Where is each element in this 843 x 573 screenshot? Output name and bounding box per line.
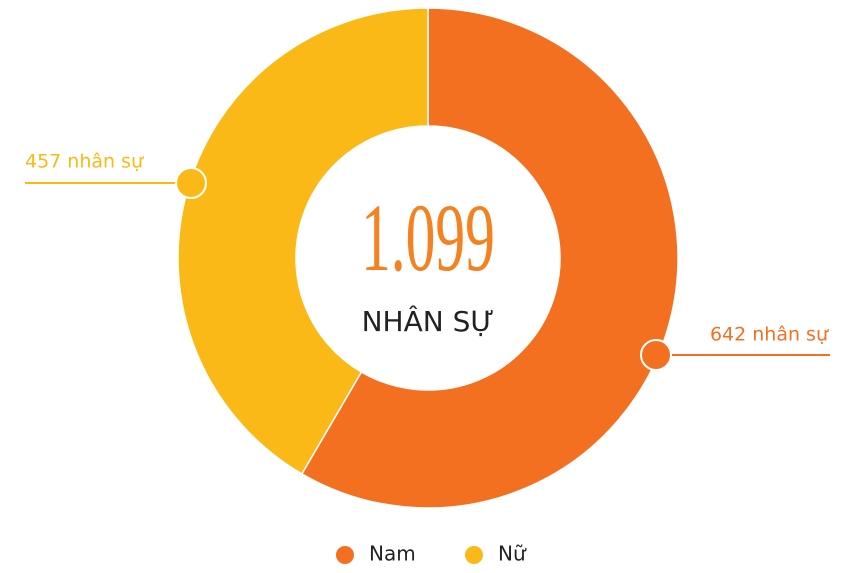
value-label: 457 nhân sự <box>25 151 144 173</box>
legend-label: Nữ <box>498 542 527 566</box>
label-marker <box>175 167 207 199</box>
legend-swatch <box>465 546 483 564</box>
label-marker <box>640 339 672 371</box>
center-subtitle: NHÂN SỰ <box>362 304 495 338</box>
center-title: 1.099 <box>361 186 495 292</box>
slice <box>300 7 679 509</box>
center-group: 1.099 NHÂN SỰ <box>361 186 495 338</box>
slice <box>177 7 429 475</box>
value-label: 642 nhân sự <box>710 324 829 346</box>
legend-label: Nam <box>369 542 416 566</box>
legend-swatch <box>336 546 354 564</box>
